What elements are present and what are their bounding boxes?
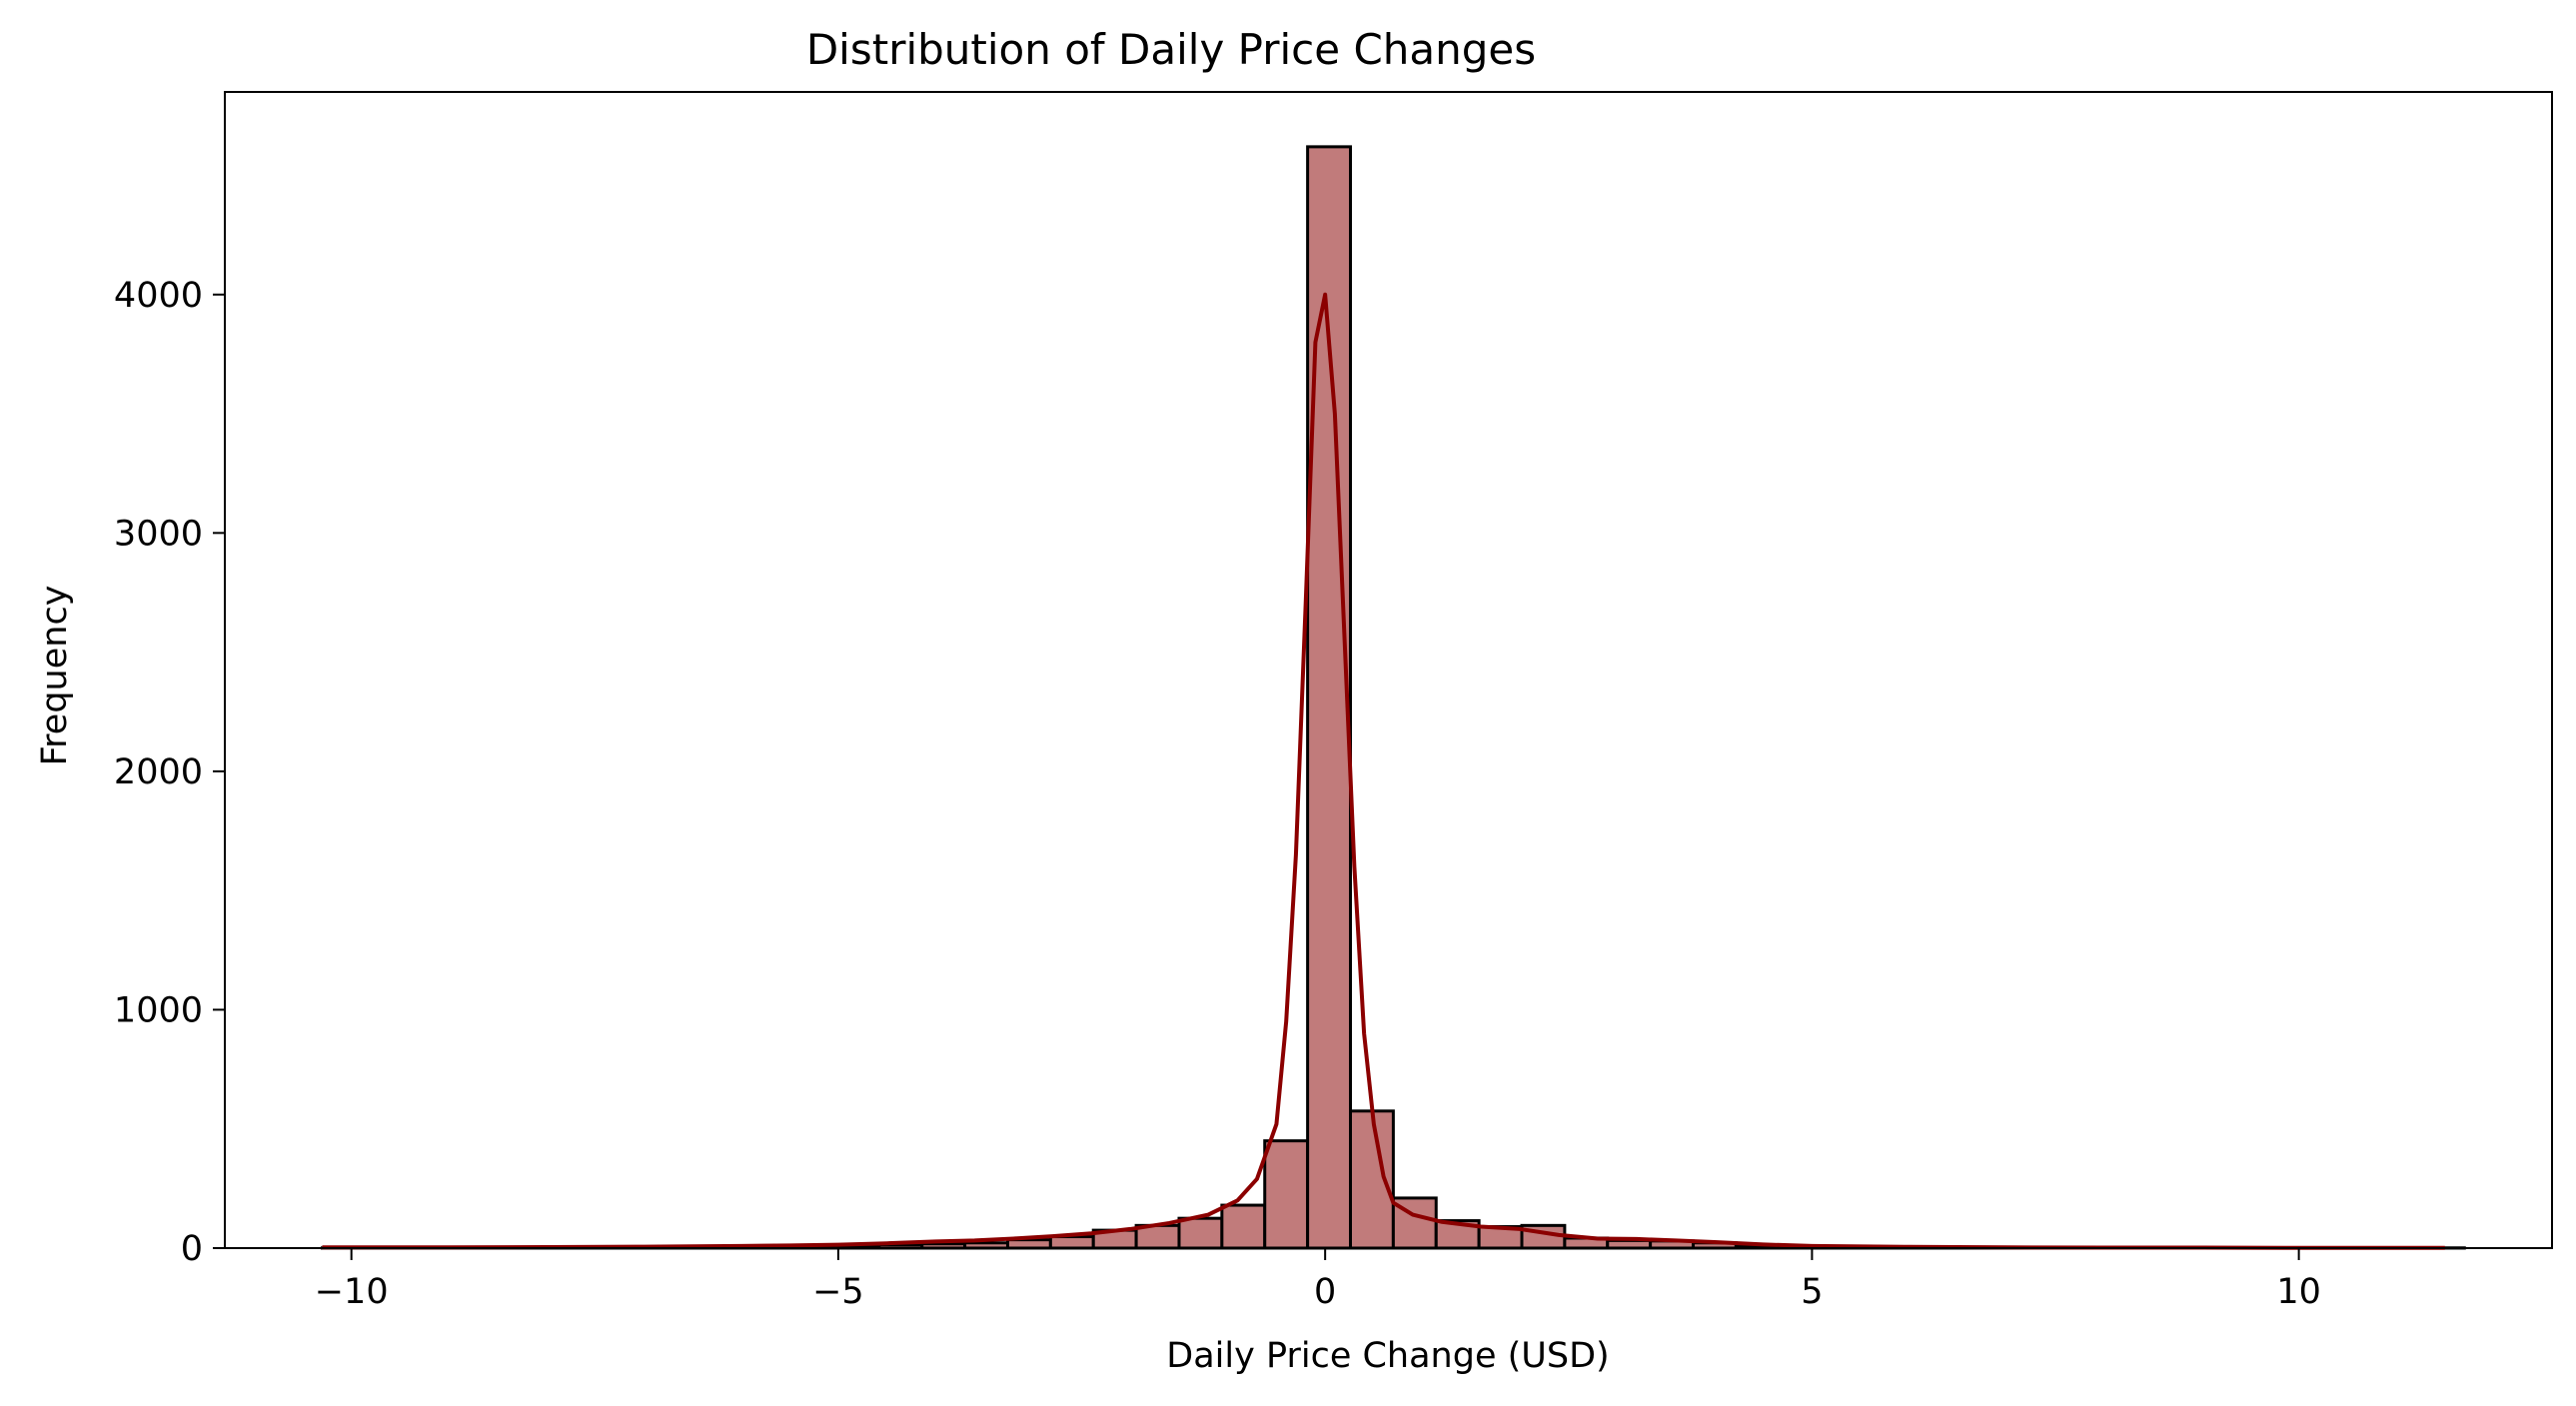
y-tick-label: 3000 [114,514,203,554]
y-tick-label: 2000 [114,752,203,792]
y-axis-ticks: 0 1000 2000 3000 4000 [114,276,225,1269]
x-tick-label: −5 [812,1272,864,1312]
histogram-bar [1177,1216,1224,1250]
x-tick-label: −10 [315,1272,389,1312]
histogram-bars [320,145,2466,1250]
histogram-bar [1306,145,1352,1250]
histogram-bar [1349,1109,1395,1250]
histogram-bar [1005,1238,1052,1250]
histogram-bar [1220,1203,1267,1250]
histogram-bar [1606,1238,1653,1250]
y-axis-label: Frequency [35,586,75,766]
kde-curve [322,292,2445,1250]
x-axis-ticks: −10 −5 0 5 10 [315,1248,2321,1312]
plot-area-frame [224,91,2553,1249]
chart-title: Distribution of Daily Price Changes [806,25,1536,74]
x-tick-label: 10 [2276,1272,2321,1312]
histogram-bar [1263,1139,1310,1250]
x-tick-label: 0 [1314,1272,1336,1312]
y-tick-label: 4000 [114,276,203,316]
x-axis-label: Daily Price Change (USD) [1166,1336,1609,1376]
histogram-bar [1048,1235,1095,1250]
y-tick-label: 1000 [114,990,203,1030]
x-tick-label: 5 [1801,1272,1823,1312]
y-tick-label: 0 [181,1229,203,1269]
